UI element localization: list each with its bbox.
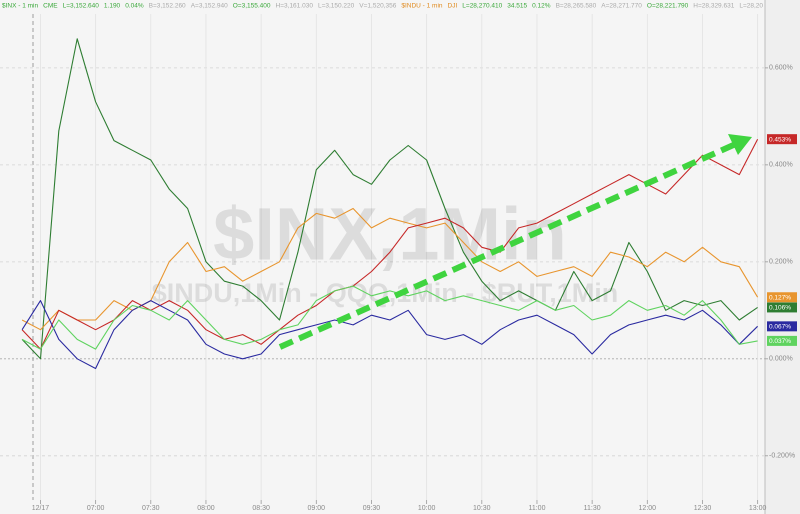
end-label-box — [767, 321, 797, 332]
header-item: V=1,520,356 — [359, 3, 396, 10]
axis-background — [765, 0, 800, 514]
y-tick-label: 0.200% — [769, 259, 793, 266]
header-item: 34.515 — [507, 3, 527, 10]
header-item: B=28,265.580 — [556, 3, 597, 10]
end-label-box — [767, 335, 797, 346]
series-line — [21, 38, 758, 360]
x-tick-label: 10:00 — [418, 505, 436, 512]
x-tick-label: 10:30 — [473, 505, 491, 512]
x-tick-label: 09:30 — [363, 505, 381, 512]
end-label-box — [767, 134, 797, 145]
x-tick-label: 08:00 — [197, 505, 215, 512]
x-tick-label: 12:00 — [639, 505, 657, 512]
header-item: L=3,150.220 — [318, 3, 355, 10]
header: $INX - 1 min CME L=3,152.640 1.190 0.04% B=3,… — [2, 3, 763, 10]
header-item: 1.190 — [104, 3, 121, 10]
header-item: A=28,271.770 — [601, 3, 642, 10]
series-line — [21, 138, 759, 350]
x-tick-label: 08:30 — [252, 505, 270, 512]
x-tick-label: 11:30 — [584, 505, 601, 512]
header-item: L=28,270.410 — [462, 3, 502, 10]
header-item: O=3,155.400 — [233, 3, 271, 10]
y-tick-label: 0.600% — [769, 65, 793, 72]
header-item: L=3,152.640 — [63, 3, 100, 10]
y-tick-label: 0.400% — [769, 162, 793, 169]
x-tick-label: 07:00 — [87, 505, 105, 512]
end-label: 0.037% — [769, 338, 791, 345]
header-item: CME — [43, 3, 58, 10]
end-label: 0.067% — [769, 324, 791, 331]
header-item: 0.12% — [532, 3, 551, 10]
y-tick-label: -0.200% — [769, 453, 795, 460]
watermark-subtitle: $INDU,1Min - QQQ,1Min - $RUT,1Min — [152, 278, 619, 308]
header-item: L=28,20 — [739, 3, 763, 10]
x-tick-label: 12:30 — [694, 505, 712, 512]
end-label: 0.106% — [769, 305, 791, 312]
header-item: O=28,221.790 — [647, 3, 689, 10]
watermark: $INX,1Min — [213, 193, 567, 276]
end-label-box — [767, 292, 797, 303]
axes: -0.200% 0.000% 0.200% 0.400% 0.600% 12/17 07:0… — [32, 65, 797, 512]
header-item: H=3,161.030 — [276, 3, 314, 10]
lines — [21, 38, 759, 370]
header-item: DJI — [448, 3, 458, 10]
end-label: 0.127% — [769, 294, 791, 301]
x-tick-label: 07:30 — [142, 505, 160, 512]
x-tick-label: 13:00 — [749, 505, 767, 512]
header-item: A=3,152.940 — [191, 3, 228, 10]
arrow-head — [728, 134, 752, 155]
x-tick-label: 11:00 — [528, 505, 545, 512]
x-tick-label: 12/17 — [32, 505, 50, 512]
header-item: $INDU - 1 min — [401, 3, 443, 10]
header-item: $INX - 1 min — [2, 3, 39, 10]
header-item: 0.04% — [125, 3, 144, 10]
trend-arrow — [278, 134, 752, 350]
x-tick-label: 09:00 — [308, 505, 326, 512]
series-line — [21, 300, 758, 370]
series-line — [21, 285, 758, 350]
end-label: 0.453% — [769, 136, 791, 143]
header-item: H=28,329.631 — [693, 3, 734, 10]
end-label-box — [767, 302, 797, 313]
header-item: B=3,152.260 — [149, 3, 186, 10]
y-tick-label: 0.000% — [769, 356, 793, 363]
